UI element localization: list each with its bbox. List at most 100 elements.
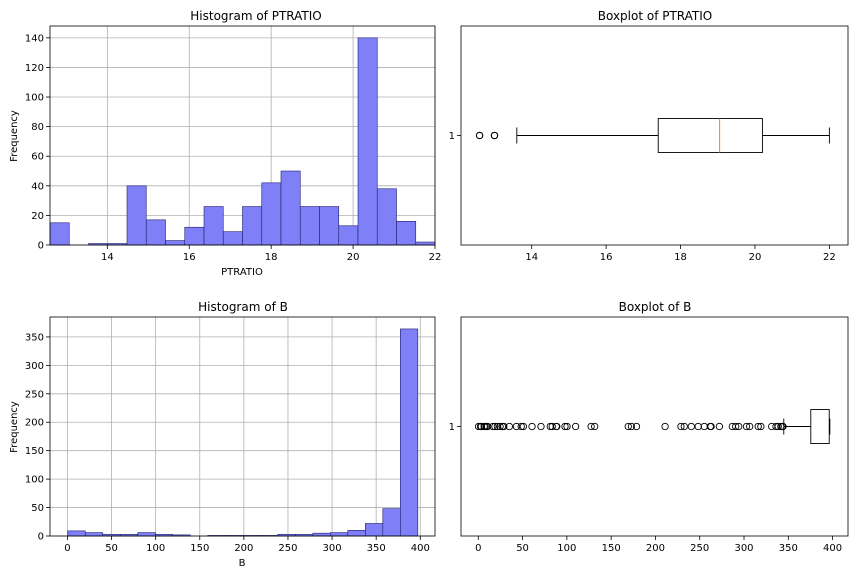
histogram-b-ytick-label: 300	[25, 361, 44, 372]
histogram-b-xtick-label: 200	[234, 543, 253, 554]
boxplot-b-xtick-label: 300	[734, 543, 753, 554]
boxplot-b-outlier	[700, 422, 708, 431]
boxplot-b-outlier	[774, 422, 782, 431]
histogram-b-grid	[50, 317, 435, 537]
histogram-b-xlabel: B	[239, 558, 246, 569]
boxplot-ptratio-outlier	[490, 131, 499, 140]
histogram-ptratio-bar	[396, 221, 417, 246]
histogram-ptratio-ytick-label: 120	[25, 63, 44, 74]
histogram-b-bar	[382, 508, 401, 537]
boxplot-b-ytick-label: 1	[449, 422, 455, 433]
histogram-ptratio-bar	[376, 188, 397, 246]
boxplot-b-outlier	[489, 422, 497, 431]
boxplot-b-outlier	[496, 422, 504, 431]
boxplot-b-outlier	[735, 422, 743, 431]
boxplot-b-xtick-label: 250	[690, 543, 709, 554]
boxplot-ptratio-box	[657, 118, 763, 153]
histogram-b-xtick-label: 100	[146, 543, 165, 554]
boxplot-b-outlier	[624, 422, 632, 431]
boxplot-b-outlier	[548, 422, 556, 431]
boxplot-b-outlier	[528, 422, 536, 431]
boxplot-b-outlier	[587, 422, 595, 431]
histogram-b-xtick-label: 150	[190, 543, 209, 554]
histogram-ptratio-xtick-label: 18	[265, 252, 278, 263]
boxplot-b-outlier	[505, 422, 514, 431]
histogram-ptratio-ytick-label: 140	[25, 33, 44, 44]
boxplot-b-outlier	[553, 422, 561, 431]
boxplot-b-outlier	[537, 422, 545, 431]
boxplot-b-outlier	[563, 422, 571, 431]
boxplot-b-xtick-label: 400	[823, 543, 842, 554]
boxplot-b-outlier	[779, 422, 787, 431]
histogram-b-xtick-label: 300	[323, 543, 342, 554]
boxplot-ptratio-panel: Boxplot of PTRATIO 14 16 18 20 22 1	[449, 9, 849, 263]
histogram-ptratio-ytick-label: 20	[31, 211, 44, 222]
boxplot-b-outlier	[500, 422, 508, 431]
boxplot-b-box	[810, 409, 830, 444]
histogram-ptratio-bar	[299, 206, 320, 246]
boxplot-b-outlier	[677, 422, 685, 431]
boxplot-b-outlier	[715, 422, 724, 431]
boxplot-b-outlier	[707, 422, 715, 431]
boxplot-b-outlier	[632, 422, 641, 431]
boxplot-ptratio-ytick-label: 1	[449, 131, 455, 142]
histogram-ptratio-frame	[49, 25, 436, 246]
histogram-ptratio-bar	[242, 206, 263, 246]
histogram-ptratio-bar	[165, 240, 186, 246]
boxplot-ptratio-xtick-label: 16	[600, 252, 613, 263]
boxplot-b-outlier	[687, 422, 695, 431]
histogram-ptratio-xtick-label: 20	[347, 252, 360, 263]
histogram-ptratio-ylabel: Frequency	[9, 110, 20, 162]
histogram-ptratio-bar	[222, 231, 243, 246]
histogram-b-ytick-label: 350	[25, 332, 44, 343]
boxplot-ptratio-outlier	[475, 131, 484, 140]
boxplot-b-xtick-label: 350	[779, 543, 798, 554]
histogram-b-bar	[137, 532, 156, 537]
boxplot-b-outlier	[571, 422, 580, 431]
histogram-b-ylabel: Frequency	[9, 401, 20, 453]
boxplot-ptratio-xtick-label: 22	[823, 252, 836, 263]
histogram-ptratio-bar	[126, 185, 147, 246]
histogram-ptratio-xtick-label: 22	[429, 252, 442, 263]
histogram-ptratio-ytick-label: 40	[31, 181, 44, 192]
histogram-b-xtick-label: 0	[64, 543, 70, 554]
boxplot-ptratio-xtick-label: 20	[749, 252, 762, 263]
boxplot-b-outlier	[519, 422, 528, 431]
histogram-ptratio-ytick-label: 0	[38, 241, 44, 252]
boxplot-ptratio-title: Boxplot of PTRATIO	[598, 9, 713, 23]
histogram-ptratio-bar	[49, 222, 70, 246]
histogram-ptratio-bar	[338, 225, 359, 246]
boxplot-b-outlier	[517, 422, 525, 431]
histogram-b-xtick-label: 400	[411, 543, 430, 554]
histogram-b-ytick-label: 150	[25, 446, 44, 457]
boxplot-b-xtick-label: 150	[602, 543, 621, 554]
histogram-ptratio-panel: Histogram of PTRATIO PTRATIO Frequency 1…	[9, 9, 441, 278]
histogram-ptratio-ytick-label: 80	[31, 122, 44, 133]
histogram-b-xtick-label: 50	[105, 543, 118, 554]
boxplot-b-outlier	[742, 422, 751, 431]
boxplot-b-xtick-label: 50	[516, 543, 529, 554]
histogram-b-bar	[365, 523, 384, 537]
histogram-ptratio-title: Histogram of PTRATIO	[190, 9, 321, 23]
histogram-ptratio-xtick-label: 14	[101, 252, 114, 263]
boxplot-b-outlier	[661, 422, 669, 431]
boxplot-ptratio-xtick-label: 14	[525, 252, 538, 263]
histogram-ptratio-ytick-label: 100	[25, 93, 44, 104]
histogram-b-ytick-label: 50	[31, 503, 44, 514]
histogram-ptratio-bar	[319, 206, 340, 246]
boxplot-ptratio-xtick-label: 18	[674, 252, 687, 263]
boxplot-b-title: Boxplot of B	[619, 300, 692, 314]
boxplot-b-outlier	[757, 422, 765, 431]
histogram-ptratio-bar	[145, 219, 166, 246]
boxplot-b-xtick-label: 0	[475, 543, 481, 554]
histogram-ptratio-xlabel: PTRATIO	[221, 267, 263, 278]
histogram-b-panel: Histogram of B B Frequency 0 50 100 150 200 2…	[9, 300, 436, 569]
histogram-ptratio-bar	[203, 206, 224, 246]
histogram-b-ytick-label: 0	[38, 532, 44, 543]
histogram-ptratio-bar	[357, 37, 378, 246]
boxplot-b-outlier	[746, 422, 754, 431]
histogram-b-bar	[84, 532, 104, 537]
histogram-b-title: Histogram of B	[198, 300, 288, 314]
histogram-b-frame	[49, 316, 436, 537]
